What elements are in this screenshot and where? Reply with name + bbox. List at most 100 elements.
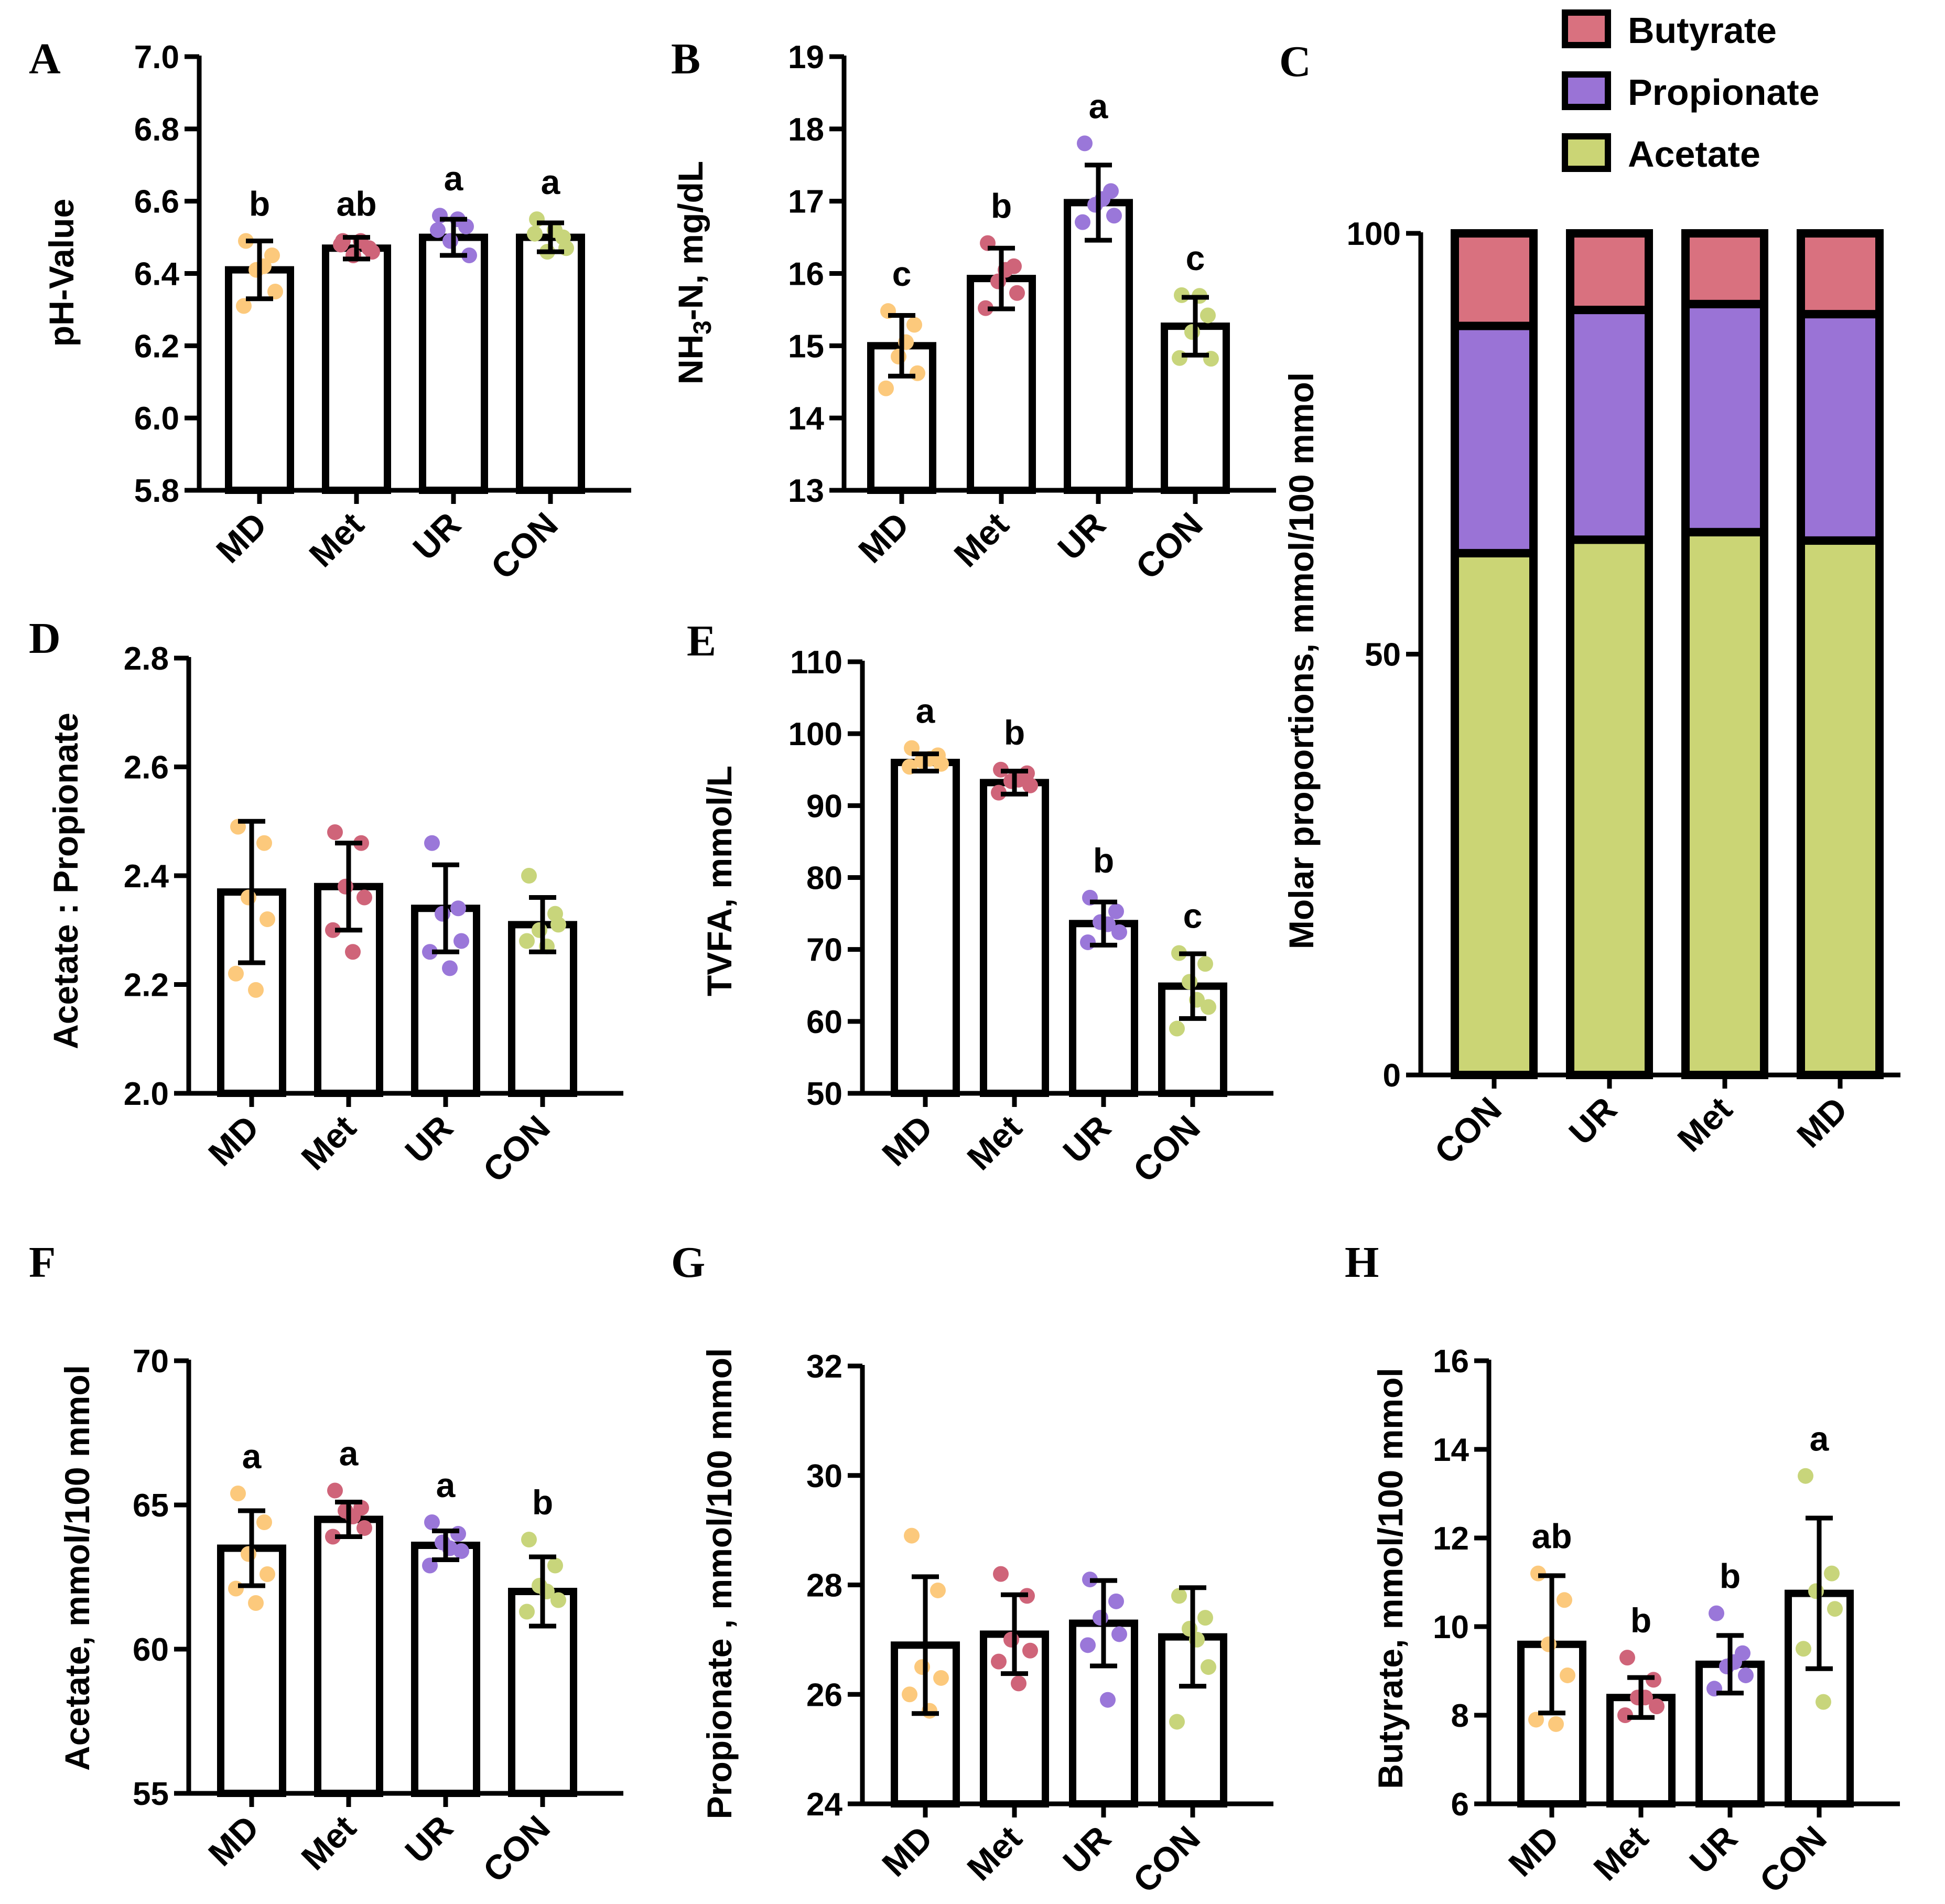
stacked-segment-propionate [1566,306,1653,544]
x-tick-label-ur: UR [397,1808,460,1871]
y-tick-label: 24 [806,1787,842,1823]
y-tick-label: 7.0 [134,39,179,76]
significance-letter-met: a [339,1434,359,1473]
data-point-con [519,1604,535,1620]
x-tick-label-md: MD [874,1819,940,1884]
significance-letter-ur: a [1089,87,1109,125]
data-point-md [256,1514,272,1530]
data-point-con [519,933,535,949]
data-point-con [550,917,566,933]
x-tick-label-md: MD [201,1108,266,1174]
panel-label-h: H [1345,1238,1379,1287]
chart-panel-c: 0 50 100 CON UR Met MD C Molar proportions, mmol… [1279,9,1900,1171]
data-point-met [356,1520,372,1536]
panel-label-e: E [687,617,716,665]
data-point-md [1548,1716,1564,1732]
data-point-con [521,1532,537,1547]
stacked-segment-butyrate [1797,229,1884,319]
x-tick-label-met: Met [294,1108,363,1178]
y-tick-label: 15 [788,328,824,364]
significance-letter-met: ab [336,184,376,223]
y-tick-label: 32 [806,1349,842,1385]
y-tick-label: 16 [788,256,824,293]
data-point-md [906,317,922,333]
data-point-met [325,1529,341,1545]
data-point-con [527,225,543,242]
y-tick-label: 2.6 [124,750,169,786]
x-tick-label-met: Met [946,505,1016,575]
bar-met [314,1515,383,1797]
y-axis-title: Butyrate, mmol/100 mmol [1371,1368,1410,1789]
data-point-md [228,965,244,982]
y-tick-label: 12 [1433,1521,1469,1557]
data-point-met [991,784,1007,801]
error-bar-md [1538,1573,1565,1716]
y-tick-label: 80 [806,860,842,897]
x-tick-label-con: CON [1126,1819,1207,1900]
y-tick-label: 5.8 [134,473,179,509]
y-axis-title: Acetate : Propionate [46,713,85,1049]
data-point-md [256,835,272,851]
panel-label-b: B [671,35,700,83]
stacked-segment-acetate [1797,536,1884,1079]
y-tick-label: 55 [133,1776,169,1812]
error-bar-ur [1716,1633,1744,1696]
data-point-con [550,1592,566,1608]
data-point-con [1169,1714,1185,1730]
error-bar-met [335,1500,362,1539]
x-tick-label-met: Met [959,1108,1029,1178]
y-tick-label: 60 [133,1632,169,1668]
data-point-met [325,922,341,938]
significance-letter-ur: a [444,159,464,198]
significance-letter-met: b [1004,713,1025,752]
data-point-md [260,1566,275,1582]
chart-panel-f: 55 60 65 70 MD Met UR CON F Acetate, mmol/100 mmo… [29,1238,623,1890]
data-point-con [547,1557,563,1574]
x-tick-label-md: MD [201,1808,266,1874]
significance-letter-con: b [532,1483,553,1522]
data-point-ur [1738,1667,1754,1683]
error-bar-met [1627,1675,1655,1720]
error-bar-con [529,1554,556,1629]
error-bar-met [343,235,370,262]
data-point-con [1169,1020,1185,1037]
data-point-met [1649,1698,1665,1715]
x-tick-label-md: MD [209,505,274,571]
x-tick-label-met: Met [301,505,371,575]
y-tick-label: 19 [788,39,824,76]
data-point-met [1619,1650,1635,1666]
y-tick-label: 17 [788,184,824,220]
data-point-con [521,868,537,884]
y-tick-label: 90 [806,788,842,824]
data-point-ur [442,960,458,976]
y-axis-title: pH-Value [42,199,81,347]
bar-md [891,759,960,1097]
data-point-met [1011,1675,1026,1692]
data-point-md [260,911,275,927]
y-axis-title: NH3-N, mg/dL [671,161,717,384]
x-tick-label-ur: UR [1050,505,1113,568]
data-point-ur [1709,1605,1724,1621]
data-point-ur [424,1514,440,1530]
y-tick-label: 2.4 [124,858,169,895]
error-bar-ur [432,862,459,954]
data-point-md [236,298,252,314]
significance-letter-con: c [1186,239,1205,277]
y-tick-label: 2.2 [124,967,169,1004]
error-bar-ur [432,1529,459,1562]
y-tick-label: 50 [806,1076,842,1112]
significance-letter-md: b [249,184,270,223]
error-bar-con [1182,295,1209,358]
data-point-met [993,1566,1009,1582]
y-axis-title: Propionate , mmol/100 mmol [700,1348,739,1820]
y-tick-label: 14 [788,401,824,437]
data-point-md [910,365,925,381]
data-point-con [1201,999,1216,1015]
y-tick-label: 6.2 [134,328,179,364]
error-bar-ur [440,217,467,258]
error-bar-con [1179,1585,1206,1689]
bar-ur [1069,920,1138,1097]
stacked-segment-acetate [1566,535,1653,1079]
x-tick-label-con: CON [1126,1108,1207,1190]
y-tick-label: 6.8 [134,112,179,148]
